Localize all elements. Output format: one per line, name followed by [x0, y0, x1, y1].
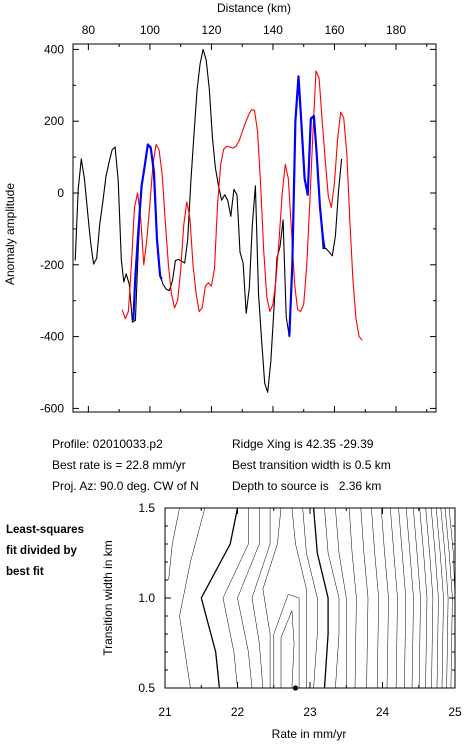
contour-line [419, 507, 428, 689]
depth-label: Depth to source is [232, 479, 329, 493]
contour-line [390, 507, 398, 689]
amplitude-plot-frame [72, 43, 437, 413]
amplitude-x-tick-label: 140 [263, 23, 283, 37]
contour-plot-frame [164, 507, 456, 689]
amplitude-x-tick-label: 180 [386, 23, 406, 37]
side-caption-line-3: best fit [6, 566, 44, 578]
amplitude-y-tick-label: -400 [40, 330, 64, 344]
contour-line [425, 507, 434, 689]
amplitude-x-axis-label: Distance (km) [217, 1, 291, 15]
amplitude-y-axis-label: Anomaly amplitude [3, 183, 17, 285]
contour-x-axis-label: Rate in mm/yr [272, 727, 347, 741]
projection-azimuth-text: Proj. Az: 90.0 deg. CW of N [52, 479, 199, 493]
contour-x-ticks: 21 22 23 24 25 [158, 508, 462, 719]
depth-text: Depth to source is 2.36 km [232, 479, 381, 493]
contour-line [348, 507, 357, 689]
amplitude-x-tick-label: 160 [324, 23, 344, 37]
contour-line [380, 507, 389, 689]
contour-line [262, 507, 282, 688]
contour-line [222, 508, 249, 689]
contour-line [179, 507, 206, 689]
contour-x-tick-label: 23 [303, 705, 317, 719]
amplitude-y-tick-label: 0 [57, 186, 64, 200]
contour-line [430, 507, 439, 689]
amplitude-x-tick-label: 80 [82, 23, 96, 37]
contour-line [291, 507, 307, 688]
contour-lines [168, 507, 347, 689]
ridge-crossing-text: Ridge Xing is 42.35 -29.39 [232, 437, 374, 451]
contour-line [237, 508, 260, 689]
contour-line [405, 507, 414, 689]
contour-line [440, 507, 449, 689]
contour-y-tick-label: 1.0 [138, 591, 155, 605]
contour-line [413, 507, 421, 689]
contour-line [444, 507, 453, 689]
side-caption-line-1: Least-squares [6, 524, 84, 536]
best-rate-text: Best rate is = 22.8 mm/yr [52, 458, 186, 472]
contour-line [280, 610, 295, 689]
amplitude-y-tick-label: 200 [44, 114, 64, 128]
series-line-observed [74, 48, 343, 393]
contour-line [273, 594, 300, 688]
depth-value: 2.36 km [338, 479, 382, 493]
amplitude-x-tick-label: 120 [201, 23, 221, 37]
contour-line [302, 507, 318, 689]
side-caption-line-2: fit divided by [6, 545, 77, 557]
profile-text: Profile: 02010033.p2 [52, 437, 163, 451]
contour-dense-lines [348, 507, 456, 689]
amplitude-y-tick-label: 400 [44, 42, 64, 56]
contour-x-tick-label: 22 [231, 705, 245, 719]
contour-line [360, 507, 369, 689]
best-fit-point [292, 685, 299, 691]
amplitude-y-ticks: -600 -400 -200 0 200 400 [40, 42, 436, 415]
best-width-text: Best transition width is 0.5 km [232, 458, 391, 472]
contour-line [200, 507, 239, 689]
amplitude-x-ticks: 80 100 120 140 160 180 [82, 23, 428, 412]
series-line-fit [132, 143, 163, 321]
contour-x-tick-label: 25 [448, 705, 462, 719]
amplitude-x-tick-label: 100 [140, 23, 160, 37]
contour-line [398, 507, 407, 689]
contour-y-tick-label: 0.5 [138, 681, 155, 695]
contour-y-ticks: 0.5 1.0 1.5 [138, 501, 455, 695]
contour-line [371, 507, 379, 689]
amplitude-chart: Distance (km) Anomaly amplitude 80 100 120… [3, 1, 437, 415]
contour-line [324, 507, 340, 689]
amplitude-series [74, 48, 363, 393]
series-line-model [121, 70, 363, 341]
contour-line [335, 507, 347, 688]
side-caption: Least-squares fit divided by best fit [6, 520, 84, 583]
misfit-contour-chart: Rate in mm/yr Transition width in km 21 2… [101, 501, 462, 741]
contour-line [168, 507, 180, 581]
series-line-fit [288, 75, 326, 337]
contour-x-tick-label: 21 [158, 705, 172, 719]
contour-line [435, 507, 444, 689]
amplitude-y-tick-label: -600 [40, 401, 64, 415]
contour-x-tick-label: 24 [376, 705, 390, 719]
amplitude-y-tick-label: -200 [40, 258, 64, 272]
contour-line [448, 507, 456, 689]
contour-y-tick-label: 1.5 [138, 501, 155, 515]
contour-line [312, 507, 329, 689]
contour-line [251, 508, 271, 689]
contour-y-axis-label: Transition width in km [101, 540, 115, 656]
